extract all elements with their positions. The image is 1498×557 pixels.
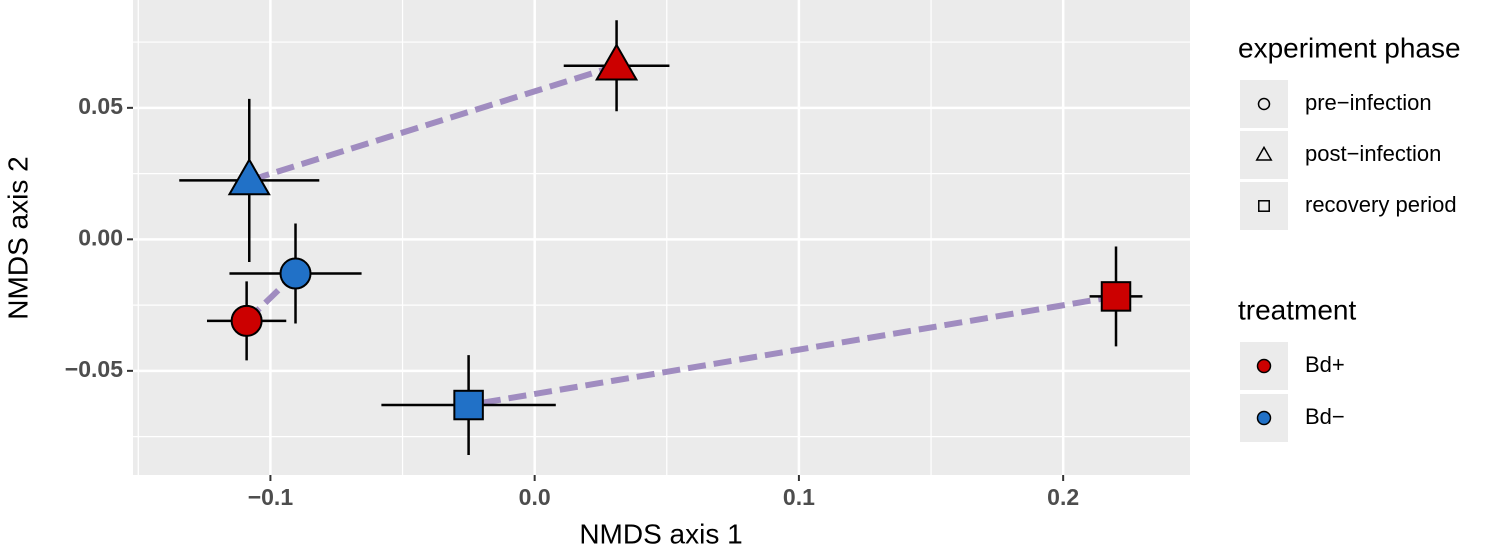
legend-label: Bd− [1305,404,1345,429]
legend-symbol [1258,200,1270,212]
legend-key [1240,182,1288,230]
x-tick-label: 0.0 [519,484,551,510]
legend-key [1240,131,1288,179]
connector [248,62,618,184]
panel [133,0,1190,475]
point [230,304,263,337]
legend-symbol [1255,145,1273,161]
y-tick-label: 0.05 [78,93,123,119]
x-axis-title: NMDS axis 1 [579,518,742,549]
point [453,389,484,421]
legend-title: experiment phase [1238,32,1461,63]
point [227,157,271,196]
legend-title: treatment [1238,294,1356,325]
y-axis-title: NMDS axis 2 [2,156,33,319]
legend-symbol [1257,97,1271,111]
x-tick-label: −0.1 [248,484,294,510]
legend-label: Bd+ [1305,352,1345,377]
legend-key [1240,80,1288,128]
legend-label: recovery period [1305,192,1457,217]
x-tick-label: 0.1 [783,484,815,510]
legend-label: pre−infection [1305,90,1432,115]
point [1100,281,1132,312]
legend-label: post−infection [1305,141,1441,166]
point [595,43,639,81]
point [279,257,312,290]
x-tick-label: 0.2 [1047,484,1079,510]
connector [468,293,1117,408]
legend-symbol [1256,358,1272,374]
legend-symbol [1256,410,1272,426]
y-tick-label: −0.05 [65,356,123,382]
y-tick-label: 0.00 [78,224,123,250]
